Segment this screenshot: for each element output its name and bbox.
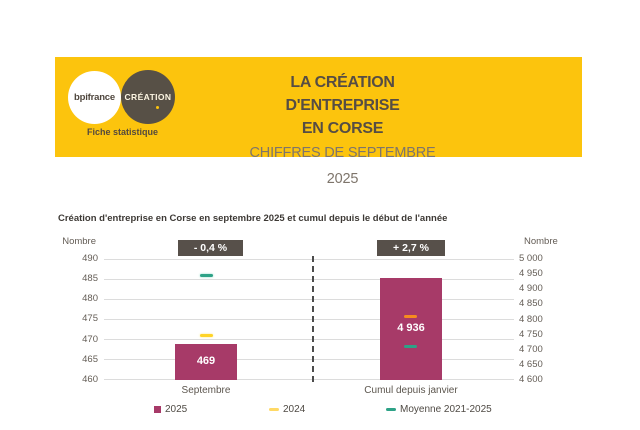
gridline	[104, 299, 514, 300]
right-axis-tick: 4 750	[519, 329, 543, 340]
header-title-line1: LA CRÉATION D'ENTREPRISE	[285, 74, 400, 114]
fiche-statistique-label: Fiche statistique	[86, 127, 158, 137]
creation-logo: CRÉATION	[121, 70, 175, 124]
left-axis-tick: 480	[82, 293, 98, 304]
legend-swatch-moyenne	[386, 408, 396, 411]
left-axis-tick: 470	[82, 334, 98, 345]
legend-swatch-2024	[269, 408, 279, 411]
marker-moyenne-cumul	[404, 345, 417, 348]
right-axis-unit-label: Nombre	[524, 236, 558, 247]
gridline	[104, 279, 514, 280]
left-axis-unit-label: Nombre	[62, 236, 96, 247]
left-axis-tick: 465	[82, 354, 98, 365]
header-title-block: LA CRÉATION D'ENTREPRISE EN CORSE CHIFFR…	[235, 71, 450, 192]
right-axis-tick: 4 950	[519, 268, 543, 279]
header-banner: bpifrance CRÉATION Fiche statistique LA …	[55, 57, 582, 187]
marker-moyenne-september	[200, 274, 213, 277]
left-axis-tick: 490	[82, 253, 98, 264]
header-subtitle: CHIFFRES DE SEPTEMBRE 2025	[249, 145, 436, 187]
gridline	[104, 379, 514, 380]
bpifrance-logo-text: bpifrance	[74, 92, 115, 103]
marker-2024-cumul	[404, 315, 417, 318]
gridline	[104, 359, 514, 360]
badge-cumul-change: + 2,7 %	[377, 240, 445, 256]
legend-label-moyenne: Moyenne 2021-2025	[400, 404, 492, 415]
legend-label-2024: 2024	[283, 404, 306, 415]
bar-value-label-cumul: 4 936	[397, 322, 425, 334]
left-axis-tick: 460	[82, 374, 98, 385]
legend-item-2024: 2024	[269, 404, 305, 415]
badge-september-change: - 0,4 %	[178, 240, 243, 256]
left-axis-tick: 475	[82, 313, 98, 324]
creation-logo-dot-icon	[156, 106, 159, 109]
right-axis-tick: 4 850	[519, 298, 543, 309]
legend-item-moyenne: Moyenne 2021-2025	[386, 404, 492, 415]
bar-2025-september	[175, 344, 237, 380]
bar-value-label-september: 469	[196, 355, 216, 367]
legend-item-2025: 2025	[154, 404, 187, 415]
chart-title: Création d'entreprise en Corse en septem…	[58, 213, 448, 224]
right-axis-tick: 4 650	[519, 359, 543, 370]
category-label-cumul: Cumul depuis janvier	[364, 385, 458, 396]
bpifrance-logo: bpifrance	[68, 71, 121, 124]
right-axis-tick: 4 600	[519, 374, 543, 385]
gridline	[104, 259, 514, 260]
gridline	[104, 339, 514, 340]
plot-area	[104, 259, 514, 380]
header-title-line2: EN CORSE	[301, 120, 384, 137]
bar-2025-cumul	[380, 278, 442, 380]
right-axis-tick: 5 000	[519, 253, 543, 264]
gridline	[104, 319, 514, 320]
legend-label-2025: 2025	[165, 404, 188, 415]
panel-divider-dashed-line	[312, 256, 314, 382]
category-label-september: Septembre	[181, 385, 231, 396]
left-axis-tick: 485	[82, 273, 98, 284]
marker-2024-september	[200, 334, 213, 337]
legend-swatch-2025	[154, 406, 161, 413]
creation-logo-text: CRÉATION	[124, 92, 172, 102]
right-axis-tick: 4 800	[519, 314, 543, 325]
right-axis-tick: 4 700	[519, 344, 543, 355]
right-axis-tick: 4 900	[519, 283, 543, 294]
